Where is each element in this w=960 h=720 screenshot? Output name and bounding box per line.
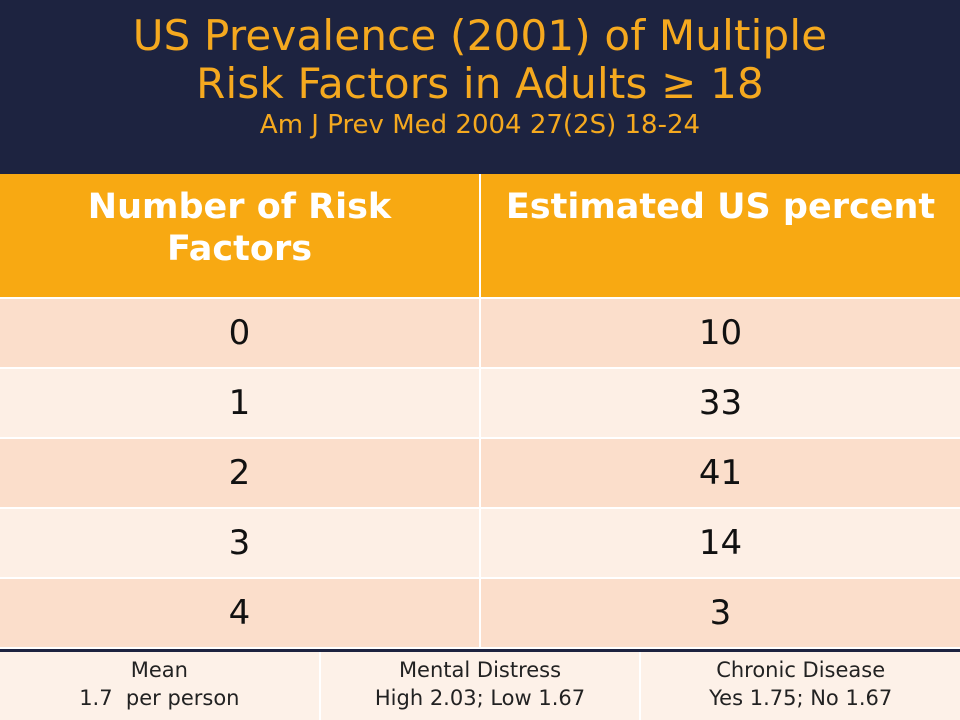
- footer-label: Mental Distress: [398, 658, 562, 682]
- cell-percent: 10: [480, 298, 960, 369]
- cell-percent: 33: [480, 368, 960, 439]
- citation: Am J Prev Med 2004 27(2S) 18-24: [259, 110, 701, 140]
- cell-percent: 14: [480, 508, 960, 579]
- cell-risk-count: 2: [0, 438, 481, 509]
- cell-percent: 41: [480, 438, 960, 509]
- footer-label: Chronic Disease: [716, 658, 886, 682]
- summary-footer: Mean 1.7 per person Mental Distress High…: [0, 652, 960, 720]
- slide-title: US Prevalence (2001) of Multiple Risk Fa…: [0, 0, 960, 108]
- cell-risk-count: 4: [0, 578, 481, 649]
- cell-risk-count: 3: [0, 508, 481, 579]
- table-row: 3 14: [0, 508, 960, 579]
- risk-factor-table: Number of Risk Factors Estimated US perc…: [0, 174, 960, 649]
- title-area: US Prevalence (2001) of Multiple Risk Fa…: [0, 0, 960, 172]
- cell-risk-count: 1: [0, 368, 481, 439]
- header-estimated-us-percent: Estimated US percent: [480, 174, 960, 299]
- title-line-1: US Prevalence (2001) of Multiple: [132, 11, 828, 60]
- footer-mean: Mean 1.7 per person: [0, 652, 321, 720]
- table-row: 1 33: [0, 368, 960, 439]
- table-row: 2 41: [0, 438, 960, 509]
- header-number-of-risk-factors: Number of Risk Factors: [0, 174, 481, 299]
- footer-value: Yes 1.75; No 1.67: [709, 686, 893, 710]
- table-row: 4 3: [0, 578, 960, 649]
- footer-mental-distress: Mental Distress High 2.03; Low 1.67: [321, 652, 642, 720]
- table-row: 0 10: [0, 298, 960, 369]
- footer-label: Mean: [130, 658, 188, 682]
- footer-value: High 2.03; Low 1.67: [374, 686, 586, 710]
- table-header-row: Number of Risk Factors Estimated US perc…: [0, 174, 960, 299]
- title-line-2: Risk Factors in Adults ≥ 18: [196, 59, 764, 108]
- cell-risk-count: 0: [0, 298, 481, 369]
- footer-value: 1.7 per person: [79, 686, 240, 710]
- cell-percent: 3: [480, 578, 960, 649]
- footer-chronic-disease: Chronic Disease Yes 1.75; No 1.67: [641, 652, 960, 720]
